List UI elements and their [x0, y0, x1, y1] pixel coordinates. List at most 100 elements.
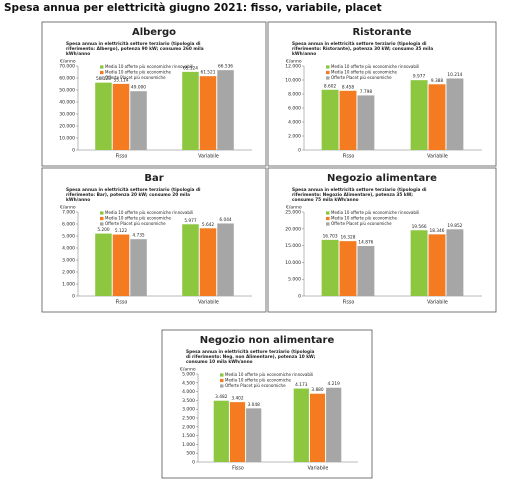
y-axis-label: €/anno: [60, 205, 76, 211]
chart-title: Negozio alimentare: [327, 173, 437, 184]
legend-swatch: [100, 216, 104, 221]
x-tick-label: Fisso: [116, 300, 128, 306]
y-tick-label: 30.000: [59, 112, 75, 118]
value-label: 3.880: [311, 387, 324, 393]
value-label: 8.602: [324, 83, 337, 89]
y-tick-label: 4.000: [182, 389, 195, 395]
y-tick-label: 2.000: [288, 134, 301, 140]
value-label: 5.122: [115, 228, 128, 234]
legend-label: Media 10 offerte più economiche: [105, 70, 172, 75]
bar: [199, 76, 217, 150]
value-label: 49.000: [131, 85, 146, 91]
value-label: 4.173: [295, 382, 308, 388]
legend-swatch: [100, 222, 104, 226]
legend-swatch: [326, 222, 330, 226]
x-tick-label: Variabile: [198, 300, 219, 306]
bar: [339, 90, 357, 150]
bar: [446, 78, 464, 150]
x-tick-label: Variabile: [198, 154, 219, 160]
bar: [95, 82, 112, 150]
y-tick-label: 40.000: [59, 100, 75, 106]
y-tick-label: 1.500: [182, 433, 195, 439]
bar: [428, 234, 446, 296]
legend-swatch: [326, 211, 330, 215]
y-axis-label: €/anno: [180, 367, 196, 373]
legend-label: Offerte Placet più economiche: [105, 221, 166, 226]
legend-label: Media 10 offerte più economiche: [331, 216, 398, 221]
legend-swatch: [220, 384, 224, 388]
y-tick-label: 0: [192, 460, 195, 466]
chart-subtitle: Spesa annua in elettricità settore terzi…: [292, 188, 427, 203]
value-label: 66.536: [218, 64, 233, 70]
value-label: 56.128: [96, 76, 111, 82]
chart-title: Negozio non alimentare: [200, 335, 335, 346]
y-tick-label: 10.000: [59, 136, 75, 142]
x-tick-label: Fisso: [232, 466, 244, 472]
y-tick-label: 3.500: [182, 398, 195, 404]
legend-label: Media 10 offerte più economiche: [105, 216, 172, 221]
bar: [182, 224, 199, 296]
value-label: 65.124: [183, 65, 198, 71]
chart-subtitle: Spesa annua in elettricità settore terzi…: [186, 350, 316, 365]
value-label: 3.402: [231, 396, 244, 402]
y-tick-label: 0: [298, 148, 301, 154]
y-tick-label: 0: [72, 294, 75, 300]
y-tick-label: 1.000: [182, 442, 195, 448]
y-tick-label: 5.000: [288, 277, 301, 283]
y-tick-label: 8.000: [288, 92, 301, 98]
value-label: 9.977: [413, 74, 426, 80]
y-axis-label: €/anno: [60, 59, 76, 65]
bar: [95, 233, 112, 296]
y-tick-label: 6.000: [62, 222, 75, 228]
y-tick-label: 50.000: [59, 88, 75, 94]
y-tick-label: 7.000: [62, 210, 75, 216]
y-axis-label: €/anno: [286, 59, 302, 65]
value-label: 5.642: [202, 222, 215, 228]
y-axis-label: €/anno: [286, 205, 302, 211]
value-label: 4.219: [328, 381, 341, 387]
value-label: 5.977: [184, 218, 197, 224]
bar: [182, 71, 199, 150]
value-label: 61.521: [200, 70, 215, 76]
legend-label: Media 10 offerte più economiche rinnovab…: [105, 210, 193, 215]
bar: [246, 408, 262, 462]
legend-swatch: [100, 211, 104, 215]
x-tick-label: Fisso: [343, 154, 355, 160]
value-label: 10.214: [447, 72, 462, 78]
legend-label: Media 10 offerte più economiche rinnovab…: [225, 372, 313, 377]
y-tick-label: 3.000: [62, 258, 75, 264]
bar: [112, 83, 130, 150]
value-label: 4.735: [132, 233, 145, 239]
y-tick-label: 12.000: [285, 64, 301, 70]
value-label: 3.482: [215, 394, 228, 400]
bar: [321, 239, 339, 296]
y-tick-label: 25.000: [285, 210, 301, 216]
legend-label: Offerte Placet più economiche: [225, 383, 286, 388]
bar: [130, 91, 147, 150]
y-tick-label: 4.000: [62, 246, 75, 252]
legend-swatch: [326, 65, 330, 69]
legend-label: Media 10 offerte più economiche: [225, 378, 292, 383]
legend-label: Offerte Placet più economiche: [331, 221, 392, 226]
y-tick-label: 0: [298, 294, 301, 300]
y-tick-label: 2.000: [182, 424, 195, 430]
y-tick-label: 4.500: [182, 380, 195, 386]
bar: [339, 241, 357, 296]
value-label: 16.703: [323, 233, 338, 239]
legend-label: Media 10 offerte più economiche rinnovab…: [105, 64, 193, 69]
legend-swatch: [220, 373, 224, 377]
legend-swatch: [220, 378, 224, 383]
bar: [357, 95, 375, 150]
value-label: 19.566: [412, 224, 427, 230]
bar: [428, 84, 446, 150]
legend-swatch: [100, 70, 104, 75]
value-label: 9.388: [431, 78, 444, 84]
y-tick-label: 3.000: [182, 407, 195, 413]
y-tick-label: 10.000: [285, 78, 301, 84]
legend-label: Media 10 offerte più economiche rinnovab…: [331, 64, 419, 69]
bar: [199, 228, 217, 296]
bar: [130, 239, 147, 296]
y-tick-label: 1.000: [62, 282, 75, 288]
bar: [410, 80, 428, 150]
